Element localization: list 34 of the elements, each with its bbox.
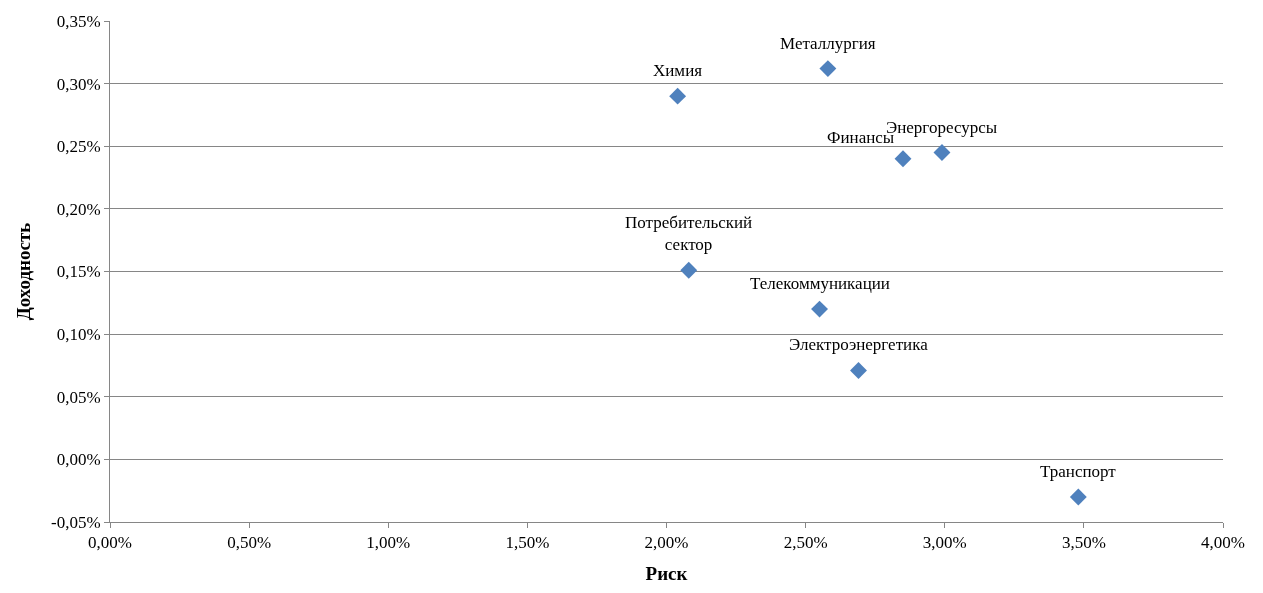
point — [850, 362, 867, 379]
y-tick-label: 0,30% — [56, 74, 101, 94]
x-tick-label: 2,50% — [783, 533, 828, 553]
y-tick-label: 0,05% — [56, 387, 101, 407]
point — [811, 300, 828, 318]
annotation: Транспорт — [1040, 462, 1117, 481]
annotation: Металлургия — [780, 34, 876, 53]
x-tick-label: 0,00% — [88, 533, 132, 553]
y-tick-label: 0,15% — [56, 262, 101, 282]
x-tick-label: 3,00% — [922, 533, 967, 553]
x-tick-label: 0,50% — [227, 533, 272, 553]
y-tick-label: 0,25% — [56, 137, 101, 157]
x-tick-label: 1,00% — [366, 533, 411, 553]
annotation: Химия — [653, 61, 703, 80]
y-tick-label: 0,00% — [56, 450, 101, 470]
x-axis-title: Риск — [645, 563, 688, 585]
point — [819, 60, 837, 78]
point — [894, 150, 912, 168]
point — [933, 144, 951, 161]
y-tick-label: -0,05% — [51, 512, 101, 532]
x-tick-label: 4,00% — [1201, 533, 1245, 553]
annotation: Потребительский сектор — [625, 213, 753, 255]
y-tick-label: 0,20% — [56, 199, 101, 219]
x-tick-label: 3,50% — [1061, 533, 1106, 553]
y-axis-title: Доходность — [12, 222, 34, 321]
annotation: Электроэнергетика — [789, 335, 929, 354]
y-tick-label: 0,35% — [56, 11, 101, 31]
point — [669, 87, 687, 105]
point — [1069, 488, 1087, 506]
point — [680, 261, 698, 279]
annotation: Телекоммуникации — [750, 274, 890, 293]
x-tick-label: 1,50% — [505, 533, 550, 553]
x-tick-label: 2,00% — [644, 533, 689, 553]
y-tick-label: 0,10% — [56, 325, 101, 345]
